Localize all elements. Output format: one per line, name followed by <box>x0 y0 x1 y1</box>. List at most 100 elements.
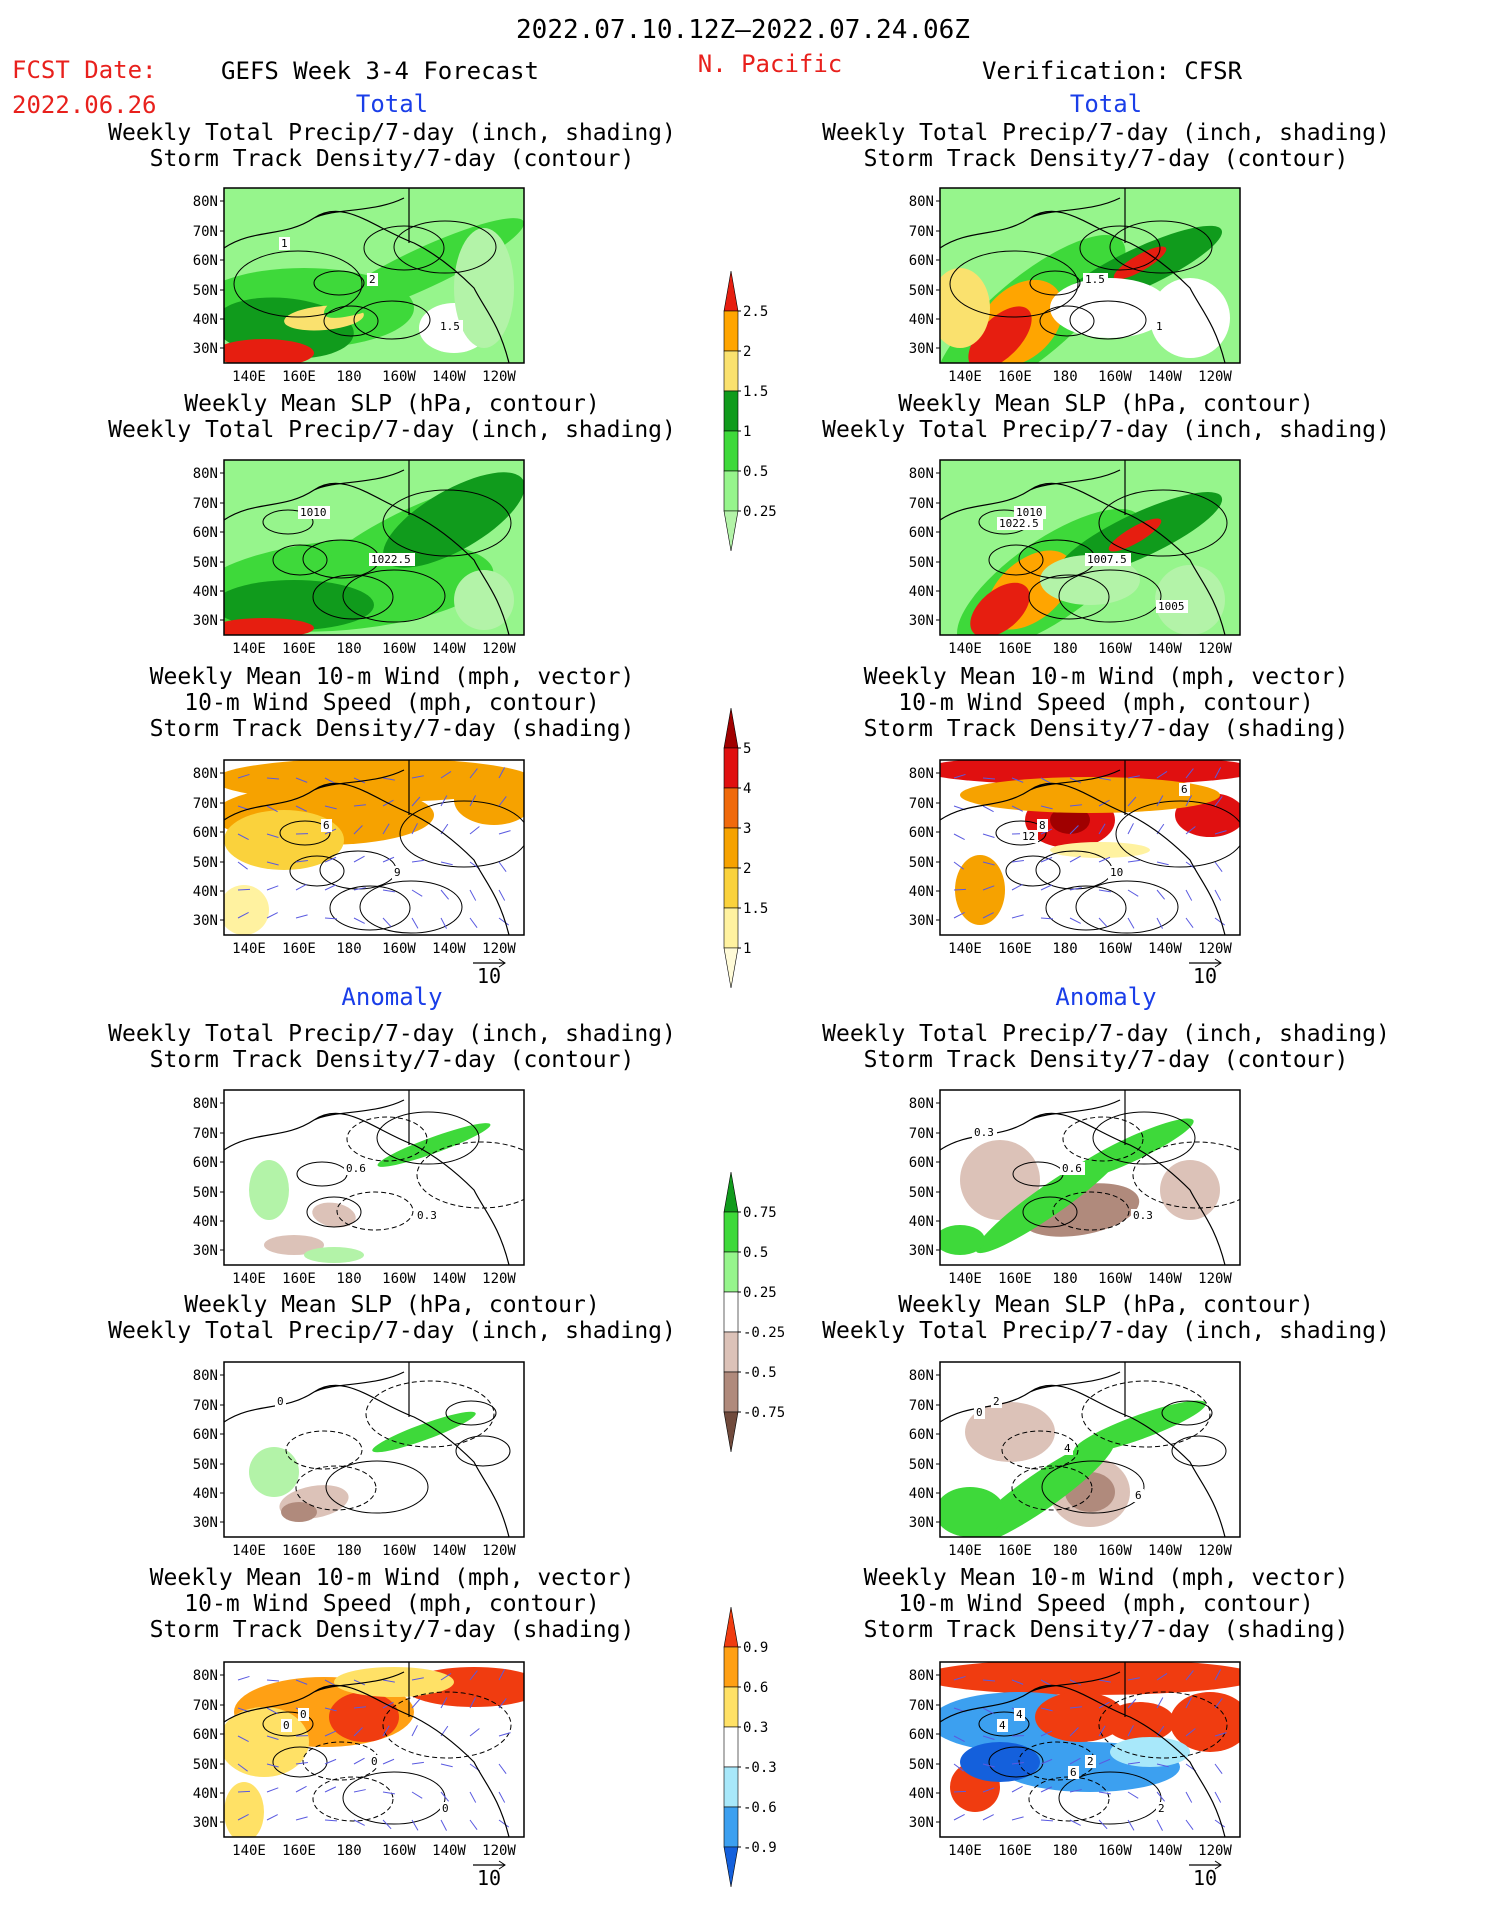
lon-tick-label: 140W <box>432 369 466 385</box>
colorbar-triangle <box>724 1847 738 1887</box>
contour-label: 1007.5 <box>1087 553 1127 566</box>
lat-tick-label: 40N <box>909 584 934 600</box>
colorbar-label: 2 <box>743 344 751 360</box>
contour-label: 6 <box>1181 783 1188 796</box>
lat-tick-label: 80N <box>193 1668 218 1684</box>
colorbar-segment <box>724 1767 738 1807</box>
chart-vf-anom-precip: Weekly Total Precip/7-day (inch, shading… <box>822 1021 1390 1287</box>
colorbar-label: 0.75 <box>743 1205 777 1221</box>
lon-tick-label: 180 <box>1052 1271 1077 1287</box>
colorbar-segment <box>724 1647 738 1687</box>
chart-vf-anom-wind: Weekly Mean 10-m Wind (mph, vector)10-m … <box>864 1565 1349 1890</box>
lat-tick-label: 70N <box>193 1398 218 1414</box>
lon-tick-label: 180 <box>1052 369 1077 385</box>
lat-tick-label: 30N <box>193 1815 218 1831</box>
lat-tick-label: 80N <box>909 1668 934 1684</box>
lat-tick-label: 70N <box>909 224 934 240</box>
wind-vector <box>954 889 966 890</box>
lat-tick-label: 30N <box>909 341 934 357</box>
lon-tick-label: 140E <box>948 641 982 657</box>
colorbar-segment <box>724 788 738 828</box>
contour-label: 0.6 <box>346 1162 366 1175</box>
map-area <box>224 1362 524 1537</box>
vector-ref-label: 10 <box>1193 964 1217 988</box>
lon-tick-label: 160E <box>998 1843 1032 1859</box>
colorbar-segment <box>724 471 738 511</box>
colorbar-segment <box>724 908 738 948</box>
colorbar-label: 4 <box>743 781 751 797</box>
chart-title-line: Storm Track Density/7-day (contour) <box>864 1047 1349 1073</box>
colorbar-triangle <box>724 708 738 748</box>
lon-tick-label: 120W <box>482 1271 516 1287</box>
chart-title-line: Storm Track Density/7-day (shading) <box>864 716 1349 742</box>
contour-label: 0.6 <box>1062 1162 1082 1175</box>
lon-tick-label: 160W <box>1098 1543 1132 1559</box>
fcst-date-value: 2022.06.26 <box>12 91 157 119</box>
contour-label: 10 <box>1110 866 1123 879</box>
chart-title-line: 10-m Wind Speed (mph, contour) <box>184 690 599 716</box>
contour-label: 0 <box>976 1406 983 1419</box>
colorbar-label: -0.3 <box>743 1760 777 1776</box>
lon-tick-label: 120W <box>1198 1543 1232 1559</box>
wind-vector <box>954 1791 966 1792</box>
lat-tick-label: 30N <box>193 613 218 629</box>
chart-vf-total-precip: Weekly Total Precip/7-day (inch, shading… <box>822 120 1390 426</box>
lat-tick-label: 50N <box>909 283 934 299</box>
verification-title: Verification: CFSR <box>982 57 1243 85</box>
map-area <box>214 758 534 935</box>
contour-label: 1022.5 <box>371 553 411 566</box>
shade-region <box>329 1692 399 1742</box>
colorbar-segment <box>724 1252 738 1292</box>
lat-tick-label: 40N <box>193 1786 218 1802</box>
colorbar-label: 1 <box>743 941 751 957</box>
colorbar-segment <box>724 1687 738 1727</box>
contour-label: 0.3 <box>974 1126 994 1139</box>
chart-title-line: Weekly Total Precip/7-day (inch, shading… <box>822 1318 1390 1344</box>
map-area <box>937 460 1240 676</box>
lat-tick-label: 60N <box>909 253 934 269</box>
colorbar-label: 3 <box>743 821 751 837</box>
contour-label: 2 <box>993 1395 1000 1408</box>
contour-label: 2 <box>1087 1755 1094 1768</box>
chart-title-line: Storm Track Density/7-day (contour) <box>150 146 635 172</box>
lat-tick-label: 50N <box>193 283 218 299</box>
lat-tick-label: 60N <box>193 825 218 841</box>
map-area <box>920 1659 1260 1837</box>
lon-tick-label: 140E <box>232 941 266 957</box>
chart-fc-anom-wind: Weekly Mean 10-m Wind (mph, vector)10-m … <box>150 1565 635 1890</box>
contour-label: 1005 <box>1158 600 1185 613</box>
lat-tick-label: 80N <box>909 1368 934 1384</box>
colorbar-segment <box>724 828 738 868</box>
lon-tick-label: 140E <box>948 941 982 957</box>
lon-tick-label: 180 <box>336 1271 361 1287</box>
lon-tick-label: 180 <box>336 641 361 657</box>
lat-tick-label: 40N <box>193 1214 218 1230</box>
lon-tick-label: 140E <box>948 1271 982 1287</box>
lat-tick-label: 70N <box>909 1398 934 1414</box>
lat-tick-label: 40N <box>909 312 934 328</box>
lon-tick-label: 120W <box>1198 369 1232 385</box>
lat-tick-label: 70N <box>193 1126 218 1142</box>
contour-label: 8 <box>1039 819 1046 832</box>
lon-tick-label: 160E <box>282 641 316 657</box>
contour-label: 6 <box>1070 1766 1077 1779</box>
vector-ref-label: 10 <box>477 964 501 988</box>
lat-tick-label: 40N <box>193 1486 218 1502</box>
lon-tick-label: 120W <box>1198 641 1232 657</box>
lon-tick-label: 160E <box>998 941 1032 957</box>
lat-tick-label: 60N <box>193 1727 218 1743</box>
lon-tick-label: 160W <box>1098 641 1132 657</box>
colorbar-cb-precip-anom: 0.750.50.25-0.25-0.5-0.75 <box>724 1172 785 1452</box>
colorbar-label: 0.25 <box>743 504 777 520</box>
region-title: N. Pacific <box>698 50 843 78</box>
forecast-title: GEFS Week 3-4 Forecast <box>221 57 539 85</box>
map-area <box>224 1090 545 1265</box>
lat-tick-label: 40N <box>909 884 934 900</box>
lat-tick-label: 70N <box>193 496 218 512</box>
lat-tick-label: 30N <box>909 613 934 629</box>
lon-tick-label: 140E <box>232 641 266 657</box>
lat-tick-label: 70N <box>909 796 934 812</box>
shade-region <box>1110 1737 1190 1767</box>
